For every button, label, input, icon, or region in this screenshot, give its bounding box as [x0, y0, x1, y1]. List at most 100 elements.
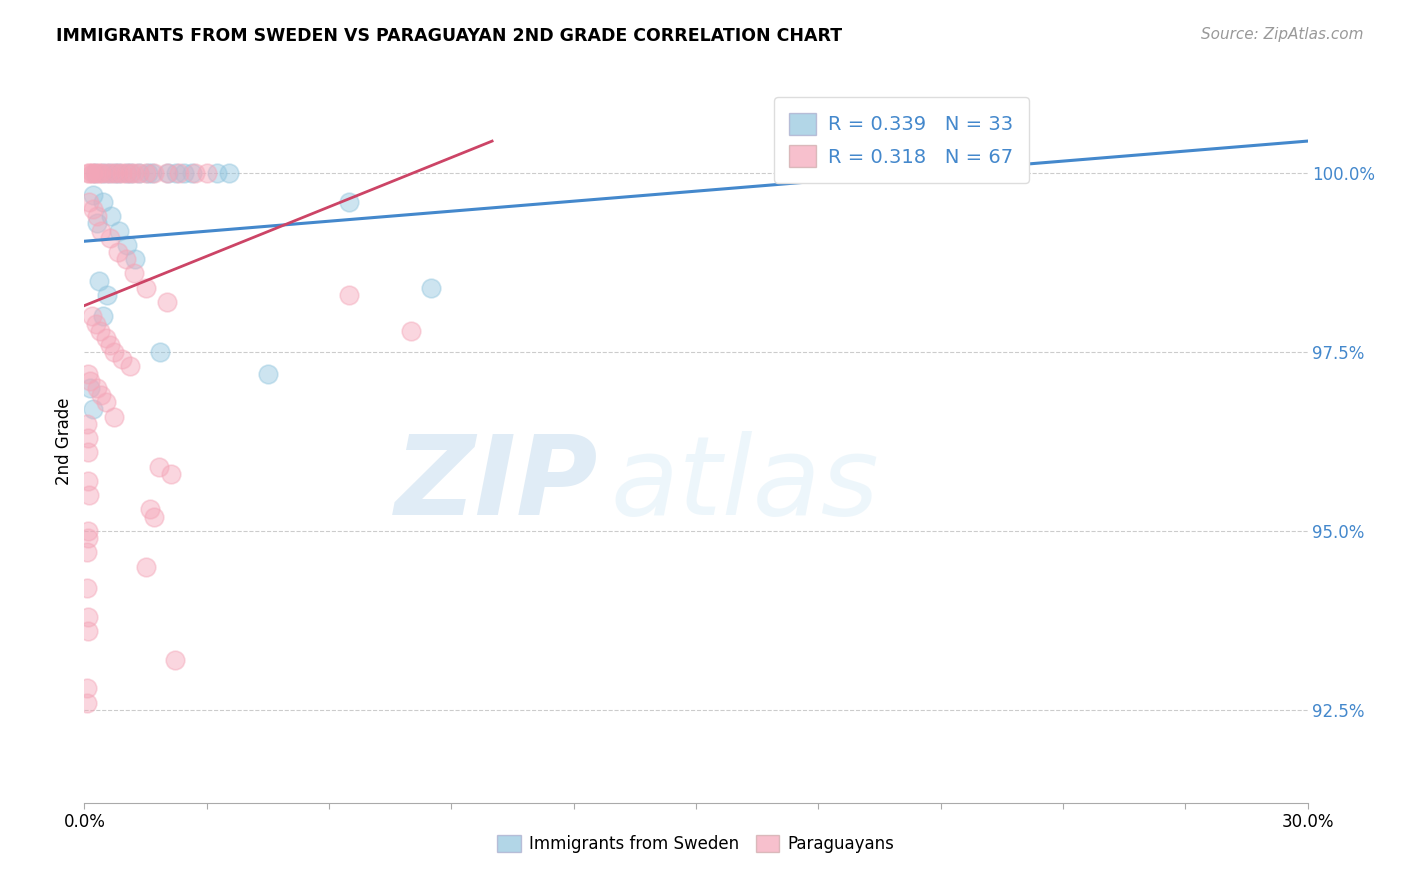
Point	[76, 581, 98, 595]
Point	[181, 166, 204, 180]
Point	[94, 395, 117, 409]
Point	[77, 474, 100, 488]
Legend: R = 0.339   N = 33, R = 0.318   N = 67: R = 0.339 N = 33, R = 0.318 N = 67	[773, 97, 1029, 183]
Text: IMMIGRANTS FROM SWEDEN VS PARAGUAYAN 2ND GRADE CORRELATION CHART: IMMIGRANTS FROM SWEDEN VS PARAGUAYAN 2ND…	[56, 27, 842, 45]
Point	[115, 237, 138, 252]
Point	[82, 202, 104, 216]
Point	[111, 166, 134, 180]
Point	[77, 194, 100, 209]
Text: Source: ZipAtlas.com: Source: ZipAtlas.com	[1201, 27, 1364, 42]
Point	[84, 166, 107, 180]
Point	[84, 317, 107, 331]
Point	[128, 166, 150, 180]
Point	[141, 166, 163, 180]
Point	[103, 166, 125, 180]
Point	[80, 310, 103, 324]
Point	[82, 166, 104, 180]
Point	[135, 281, 157, 295]
Point	[257, 367, 280, 381]
Point	[115, 252, 138, 266]
Point	[97, 166, 120, 180]
Point	[420, 281, 443, 295]
Point	[120, 166, 142, 180]
Point	[77, 166, 100, 180]
Point	[115, 166, 138, 180]
Point	[77, 531, 100, 545]
Point	[165, 166, 187, 180]
Point	[76, 545, 98, 559]
Point	[115, 166, 138, 180]
Point	[111, 352, 134, 367]
Point	[103, 409, 125, 424]
Point	[929, 166, 952, 180]
Text: ZIP: ZIP	[395, 432, 598, 539]
Point	[156, 166, 179, 180]
Point	[76, 681, 98, 696]
Point	[156, 295, 179, 310]
Point	[108, 166, 131, 180]
Point	[143, 509, 166, 524]
Y-axis label: 2nd Grade: 2nd Grade	[55, 398, 73, 485]
Point	[76, 524, 98, 538]
Point	[118, 166, 141, 180]
Point	[87, 274, 110, 288]
Point	[87, 166, 110, 180]
Point	[136, 166, 159, 180]
Point	[76, 417, 98, 431]
Point	[77, 624, 100, 639]
Point	[148, 459, 170, 474]
Point	[98, 166, 121, 180]
Point	[82, 402, 104, 417]
Point	[205, 166, 228, 180]
Point	[339, 288, 361, 302]
Point	[76, 696, 98, 710]
Point	[339, 194, 361, 209]
Point	[77, 367, 100, 381]
Point	[96, 288, 118, 302]
Point	[167, 166, 190, 180]
Point	[218, 166, 240, 180]
Point	[197, 166, 219, 180]
Point	[79, 381, 101, 395]
Point	[76, 609, 98, 624]
Point	[159, 467, 181, 481]
Point	[122, 166, 145, 180]
Text: atlas: atlas	[610, 432, 879, 539]
Point	[90, 166, 112, 180]
Point	[91, 166, 114, 180]
Point	[90, 388, 112, 402]
Point	[91, 194, 114, 209]
Point	[82, 187, 104, 202]
Point	[149, 345, 172, 359]
Point	[118, 359, 141, 374]
Point	[77, 445, 100, 459]
Point	[86, 209, 108, 223]
Point	[108, 223, 131, 237]
Point	[156, 166, 179, 180]
Point	[83, 166, 105, 180]
Point	[100, 209, 122, 223]
Point	[135, 559, 157, 574]
Point	[86, 381, 108, 395]
Point	[76, 166, 98, 180]
Point	[107, 244, 129, 259]
Point	[122, 267, 145, 281]
Point	[91, 310, 114, 324]
Point	[103, 345, 125, 359]
Point	[86, 216, 108, 230]
Point	[173, 166, 195, 180]
Point	[124, 252, 146, 266]
Point	[107, 166, 129, 180]
Point	[135, 166, 157, 180]
Point	[139, 502, 162, 516]
Point	[104, 166, 127, 180]
Point	[90, 223, 112, 237]
Point	[76, 431, 98, 445]
Point	[128, 166, 150, 180]
Point	[89, 324, 111, 338]
Point	[77, 488, 100, 502]
Point	[94, 331, 117, 345]
Point	[98, 230, 121, 244]
Point	[98, 338, 121, 352]
Point	[184, 166, 207, 180]
